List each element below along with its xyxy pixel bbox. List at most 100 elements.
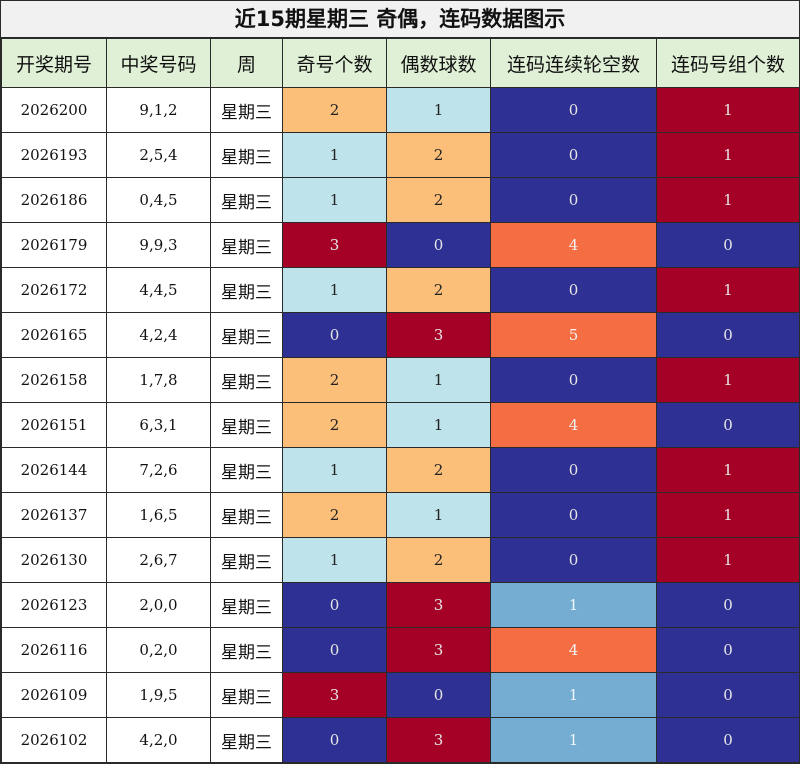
gap-count-cell: 0: [490, 267, 657, 313]
issue-cell: 2026151: [1, 402, 107, 448]
header-row: 开奖期号 中奖号码 周 奇号个数 偶数球数 连码连续轮空数 连码号组个数: [1, 38, 800, 88]
numbers-cell: 2,0,0: [106, 582, 211, 628]
issue-cell: 2026200: [1, 87, 107, 133]
week-cell: 星期三: [210, 672, 283, 718]
gap-count-cell: 5: [490, 312, 657, 358]
even-count-cell: 2: [386, 132, 491, 178]
odd-count-cell: 2: [282, 87, 387, 133]
odd-count-cell: 2: [282, 357, 387, 403]
table-row: 2026151 6,3,1 星期三 2 1 4 0: [1, 402, 800, 448]
table-row: 2026144 7,2,6 星期三 1 2 0 1: [1, 447, 800, 493]
table-row: 2026116 0,2,0 星期三 0 3 4 0: [1, 627, 800, 673]
table-row: 2026165 4,2,4 星期三 0 3 5 0: [1, 312, 800, 358]
even-count-cell: 3: [386, 312, 491, 358]
header-numbers: 中奖号码: [106, 38, 211, 88]
even-count-cell: 0: [386, 222, 491, 268]
week-cell: 星期三: [210, 357, 283, 403]
group-count-cell: 1: [656, 87, 800, 133]
header-issue: 开奖期号: [1, 38, 107, 88]
table-row: 2026186 0,4,5 星期三 1 2 0 1: [1, 177, 800, 223]
week-cell: 星期三: [210, 267, 283, 313]
odd-count-cell: 0: [282, 582, 387, 628]
group-count-cell: 0: [656, 312, 800, 358]
header-even-count: 偶数球数: [386, 38, 491, 88]
numbers-cell: 1,6,5: [106, 492, 211, 538]
table-row: 2026102 4,2,0 星期三 0 3 1 0: [1, 717, 800, 763]
week-cell: 星期三: [210, 132, 283, 178]
numbers-cell: 1,7,8: [106, 357, 211, 403]
week-cell: 星期三: [210, 87, 283, 133]
even-count-cell: 1: [386, 357, 491, 403]
even-count-cell: 3: [386, 627, 491, 673]
gap-count-cell: 0: [490, 87, 657, 133]
group-count-cell: 0: [656, 582, 800, 628]
gap-count-cell: 1: [490, 672, 657, 718]
chart-title: 近15期星期三 奇偶，连码数据图示: [1, 1, 799, 38]
issue-cell: 2026144: [1, 447, 107, 493]
issue-cell: 2026137: [1, 492, 107, 538]
table-row: 2026123 2,0,0 星期三 0 3 1 0: [1, 582, 800, 628]
numbers-cell: 6,3,1: [106, 402, 211, 448]
odd-count-cell: 1: [282, 447, 387, 493]
week-cell: 星期三: [210, 402, 283, 448]
group-count-cell: 0: [656, 717, 800, 763]
group-count-cell: 1: [656, 132, 800, 178]
odd-count-cell: 1: [282, 177, 387, 223]
issue-cell: 2026193: [1, 132, 107, 178]
table-body: 2026200 9,1,2 星期三 2 1 0 1 2026193 2,5,4 星期三 1 2 0 1 20…: [1, 87, 800, 763]
even-count-cell: 2: [386, 267, 491, 313]
header-odd-count: 奇号个数: [282, 38, 387, 88]
week-cell: 星期三: [210, 537, 283, 583]
odd-count-cell: 1: [282, 267, 387, 313]
table-row: 2026179 9,9,3 星期三 3 0 4 0: [1, 222, 800, 268]
gap-count-cell: 4: [490, 627, 657, 673]
week-cell: 星期三: [210, 582, 283, 628]
gap-count-cell: 0: [490, 447, 657, 493]
table-row: 2026158 1,7,8 星期三 2 1 0 1: [1, 357, 800, 403]
group-count-cell: 1: [656, 357, 800, 403]
table-row: 2026137 1,6,5 星期三 2 1 0 1: [1, 492, 800, 538]
numbers-cell: 0,2,0: [106, 627, 211, 673]
numbers-cell: 2,6,7: [106, 537, 211, 583]
table-row: 2026193 2,5,4 星期三 1 2 0 1: [1, 132, 800, 178]
header-group-count: 连码号组个数: [656, 38, 800, 88]
issue-cell: 2026158: [1, 357, 107, 403]
table-row: 2026109 1,9,5 星期三 3 0 1 0: [1, 672, 800, 718]
week-cell: 星期三: [210, 222, 283, 268]
week-cell: 星期三: [210, 717, 283, 763]
gap-count-cell: 0: [490, 357, 657, 403]
even-count-cell: 3: [386, 717, 491, 763]
header-week: 周: [210, 38, 283, 88]
week-cell: 星期三: [210, 492, 283, 538]
group-count-cell: 1: [656, 537, 800, 583]
gap-count-cell: 1: [490, 582, 657, 628]
gap-count-cell: 4: [490, 402, 657, 448]
even-count-cell: 1: [386, 492, 491, 538]
data-table: 开奖期号 中奖号码 周 奇号个数 偶数球数 连码连续轮空数 连码号组个数 202…: [1, 38, 800, 763]
odd-count-cell: 0: [282, 717, 387, 763]
numbers-cell: 7,2,6: [106, 447, 211, 493]
numbers-cell: 4,4,5: [106, 267, 211, 313]
odd-count-cell: 0: [282, 312, 387, 358]
gap-count-cell: 4: [490, 222, 657, 268]
gap-count-cell: 0: [490, 132, 657, 178]
odd-count-cell: 0: [282, 627, 387, 673]
gap-count-cell: 1: [490, 717, 657, 763]
issue-cell: 2026186: [1, 177, 107, 223]
group-count-cell: 1: [656, 492, 800, 538]
even-count-cell: 2: [386, 537, 491, 583]
even-count-cell: 0: [386, 672, 491, 718]
even-count-cell: 2: [386, 177, 491, 223]
gap-count-cell: 0: [490, 177, 657, 223]
numbers-cell: 1,9,5: [106, 672, 211, 718]
group-count-cell: 1: [656, 447, 800, 493]
even-count-cell: 2: [386, 447, 491, 493]
numbers-cell: 2,5,4: [106, 132, 211, 178]
table-row: 2026200 9,1,2 星期三 2 1 0 1: [1, 87, 800, 133]
issue-cell: 2026165: [1, 312, 107, 358]
gap-count-cell: 0: [490, 537, 657, 583]
odd-count-cell: 3: [282, 222, 387, 268]
group-count-cell: 1: [656, 177, 800, 223]
week-cell: 星期三: [210, 312, 283, 358]
week-cell: 星期三: [210, 627, 283, 673]
